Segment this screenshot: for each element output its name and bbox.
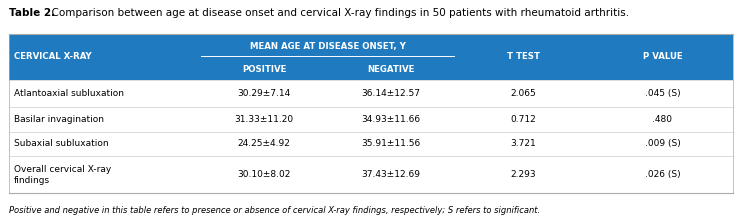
Text: 36.14±12.57: 36.14±12.57 — [361, 89, 421, 98]
Text: 30.10±8.02: 30.10±8.02 — [237, 170, 291, 179]
Text: 37.43±12.69: 37.43±12.69 — [361, 170, 421, 179]
Bar — [9, 156, 733, 193]
Bar — [9, 34, 733, 80]
Text: 3.721: 3.721 — [510, 140, 536, 148]
Text: Comparison between age at disease onset and cervical X-ray findings in 50 patien: Comparison between age at disease onset … — [45, 8, 628, 18]
Text: .480: .480 — [652, 115, 672, 124]
Text: 35.91±11.56: 35.91±11.56 — [361, 140, 421, 148]
Bar — [9, 107, 733, 132]
Bar — [9, 80, 733, 107]
Text: POSITIVE: POSITIVE — [242, 65, 286, 74]
Text: .026 (S): .026 (S) — [645, 170, 680, 179]
Text: Subaxial subluxation: Subaxial subluxation — [14, 140, 109, 148]
Text: 31.33±11.20: 31.33±11.20 — [234, 115, 294, 124]
Text: 2.293: 2.293 — [510, 170, 536, 179]
Text: Basilar invagination: Basilar invagination — [14, 115, 104, 124]
Text: NEGATIVE: NEGATIVE — [367, 65, 415, 74]
Bar — [9, 132, 733, 156]
Text: 2.065: 2.065 — [510, 89, 536, 98]
Text: CERVICAL X-RAY: CERVICAL X-RAY — [14, 52, 92, 61]
Text: Positive and negative in this table refers to presence or absence of cervical X-: Positive and negative in this table refe… — [9, 206, 540, 215]
Text: Table 2.: Table 2. — [9, 8, 55, 18]
Text: .045 (S): .045 (S) — [645, 89, 680, 98]
Text: MEAN AGE AT DISEASE ONSET, Y: MEAN AGE AT DISEASE ONSET, Y — [249, 42, 405, 51]
Text: 24.25±4.92: 24.25±4.92 — [237, 140, 291, 148]
Text: Atlantoaxial subluxation: Atlantoaxial subluxation — [14, 89, 124, 98]
Text: P VALUE: P VALUE — [643, 52, 683, 61]
Text: T TEST: T TEST — [507, 52, 539, 61]
Text: 30.29±7.14: 30.29±7.14 — [237, 89, 291, 98]
Text: Overall cervical X-ray
findings: Overall cervical X-ray findings — [14, 165, 111, 185]
Text: 0.712: 0.712 — [510, 115, 536, 124]
Text: .009 (S): .009 (S) — [645, 140, 680, 148]
Text: 34.93±11.66: 34.93±11.66 — [361, 115, 421, 124]
